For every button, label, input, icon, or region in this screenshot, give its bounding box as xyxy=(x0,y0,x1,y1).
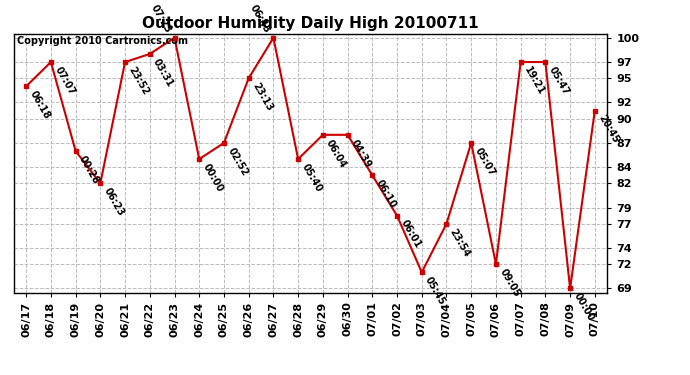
Text: 04:39: 04:39 xyxy=(349,138,373,170)
Text: 06:43: 06:43 xyxy=(248,3,272,35)
Text: 00:00: 00:00 xyxy=(201,162,225,194)
Text: 02:52: 02:52 xyxy=(226,146,250,177)
Text: 23:13: 23:13 xyxy=(250,81,274,113)
Text: 07:23: 07:23 xyxy=(149,3,173,35)
Text: 05:45: 05:45 xyxy=(423,275,447,307)
Text: Copyright 2010 Cartronics.com: Copyright 2010 Cartronics.com xyxy=(17,36,188,46)
Text: 20:45: 20:45 xyxy=(596,113,620,145)
Text: 19:21: 19:21 xyxy=(522,65,546,97)
Text: 06:18: 06:18 xyxy=(28,89,52,121)
Text: 06:10: 06:10 xyxy=(374,178,398,210)
Text: 03:31: 03:31 xyxy=(151,57,175,88)
Text: 09:05: 09:05 xyxy=(497,267,522,299)
Text: 05:47: 05:47 xyxy=(546,65,571,97)
Text: 23:54: 23:54 xyxy=(448,226,472,258)
Title: Outdoor Humidity Daily High 20100711: Outdoor Humidity Daily High 20100711 xyxy=(142,16,479,31)
Text: 07:07: 07:07 xyxy=(52,65,77,97)
Text: 23:52: 23:52 xyxy=(126,65,150,97)
Text: 06:01: 06:01 xyxy=(398,219,422,250)
Text: 06:04: 06:04 xyxy=(324,138,348,170)
Text: 06:23: 06:23 xyxy=(101,186,126,218)
Text: 00:00: 00:00 xyxy=(571,291,595,323)
Text: 05:40: 05:40 xyxy=(299,162,324,194)
Text: 00:28: 00:28 xyxy=(77,154,101,186)
Text: 05:07: 05:07 xyxy=(473,146,497,177)
